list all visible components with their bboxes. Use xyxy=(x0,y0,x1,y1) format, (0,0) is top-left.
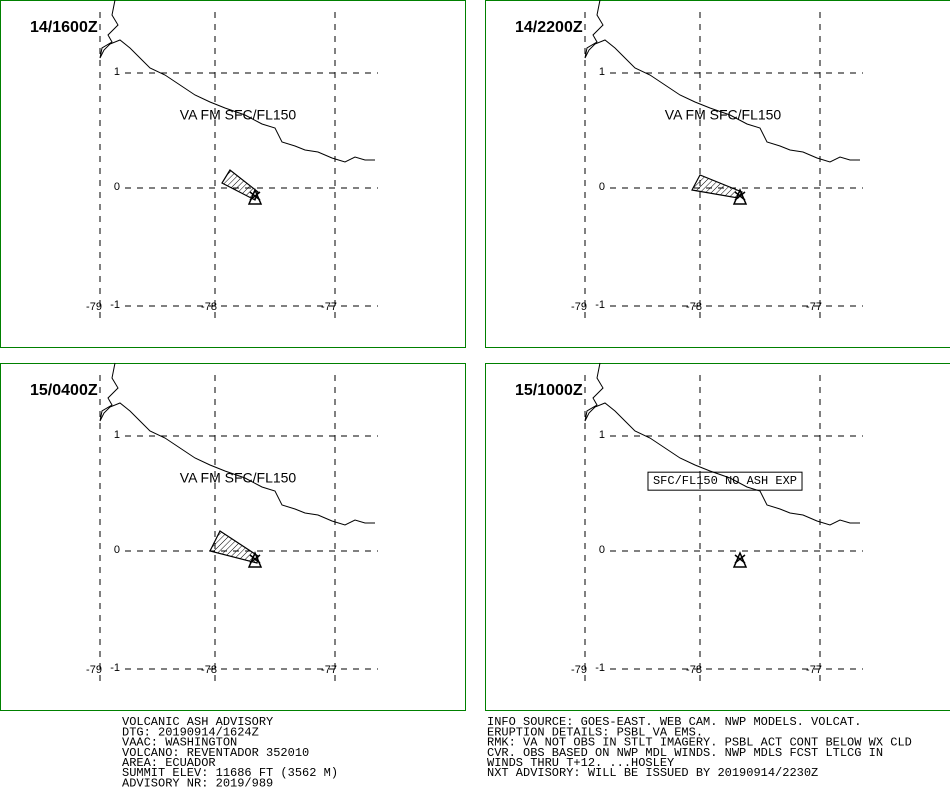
valid-time: 14/2200Z xyxy=(515,19,583,36)
panel-frame xyxy=(0,363,466,711)
info-line: VOLCANO: REVENTADOR 352010 xyxy=(122,746,309,760)
coastline xyxy=(99,362,375,526)
coastline xyxy=(584,362,860,526)
lat-label: -1 xyxy=(110,662,120,674)
volcano-symbol xyxy=(732,188,748,205)
info-line: DTG: 20190914/1624Z xyxy=(122,725,259,739)
coastline xyxy=(584,0,860,163)
ash-annotation: VA FM SFC/FL150 xyxy=(180,107,297,123)
ash-area xyxy=(221,169,259,201)
lat-label: 1 xyxy=(114,66,120,78)
lat-label: -1 xyxy=(595,662,605,674)
lon-label: -77 xyxy=(806,664,822,676)
lon-label: -78 xyxy=(201,664,217,676)
valid-time: 14/1600Z xyxy=(30,19,98,36)
info-line: CVR. OBS BASED ON NWP MDL WINDS. NWP MDL… xyxy=(487,746,883,760)
lon-label: -78 xyxy=(201,301,217,313)
info-line: INFO SOURCE: GOES-EAST. WEB CAM. NWP MOD… xyxy=(487,715,861,729)
lat-label: 0 xyxy=(114,181,120,193)
panel-frame xyxy=(485,0,950,348)
lon-label: -78 xyxy=(686,664,702,676)
map-panel: -79 -78 -77 1 0 -1 14/2200Z VA FM SFC/FL150 xyxy=(485,0,950,348)
info-line: SUMMIT ELEV: 11686 FT (3562 M) xyxy=(122,766,338,780)
lon-label: -77 xyxy=(321,301,337,313)
lat-label: -1 xyxy=(110,299,120,311)
annotation-box xyxy=(647,471,803,491)
lon-label: -79 xyxy=(86,664,102,676)
lon-label: -77 xyxy=(806,301,822,313)
info-line: WINDS THRU T+12. ...HOSLEY xyxy=(487,756,674,770)
ash-annotation: VA FM SFC/FL150 xyxy=(180,470,297,486)
lat-label: -1 xyxy=(595,299,605,311)
panel-frame xyxy=(485,363,950,711)
lat-label: 1 xyxy=(599,66,605,78)
map-panel: -79 -78 -77 1 0 -1 15/0400Z VA FM SFC/FL150 xyxy=(0,362,466,711)
lon-label: -77 xyxy=(321,664,337,676)
lon-label: -79 xyxy=(571,301,587,313)
info-line: ERUPTION DETAILS: PSBL VA EMS. xyxy=(487,725,703,739)
volcano-mark xyxy=(734,191,746,201)
lat-label: 1 xyxy=(599,429,605,441)
info-line: NXT ADVISORY: WILL BE ISSUED BY 20190914… xyxy=(487,766,818,780)
map-panel: -79 -78 -77 1 0 -1 14/1600Z VA FM SFC/FL150 xyxy=(0,0,466,348)
coastline xyxy=(99,0,375,163)
volcano-symbol xyxy=(247,551,263,568)
lon-label: -79 xyxy=(86,301,102,313)
lon-label: -78 xyxy=(686,301,702,313)
info-line: VOLCANIC ASH ADVISORY xyxy=(122,715,273,729)
valid-time: 15/1000Z xyxy=(515,382,583,399)
volcano-mark xyxy=(249,191,261,201)
map-panel: -79 -78 -77 1 0 -1 15/1000Z SFC/FL150 NO ASH EX… xyxy=(485,362,950,711)
info-line: AREA: ECUADOR xyxy=(122,756,216,770)
ash-annotation: SFC/FL150 NO ASH EXP xyxy=(653,474,797,488)
info-line: VAAC: WASHINGTON xyxy=(122,736,237,750)
volcano-mark xyxy=(734,554,746,564)
valid-time: 15/0400Z xyxy=(30,382,98,399)
info-line: RMK: VA NOT OBS IN STLT IMAGERY. PSBL AC… xyxy=(487,736,912,750)
panel-frame xyxy=(0,0,466,348)
lat-label: 0 xyxy=(599,181,605,193)
info-line: ADVISORY NR: 2019/989 xyxy=(122,776,273,790)
lat-label: 0 xyxy=(114,544,120,556)
lat-label: 1 xyxy=(114,429,120,441)
volcano-mark xyxy=(249,554,261,564)
volcano-symbol xyxy=(247,188,263,205)
lon-label: -79 xyxy=(571,664,587,676)
volcano-symbol xyxy=(732,551,748,568)
lat-label: 0 xyxy=(599,544,605,556)
ash-annotation: VA FM SFC/FL150 xyxy=(665,107,782,123)
ash-area xyxy=(209,530,259,564)
